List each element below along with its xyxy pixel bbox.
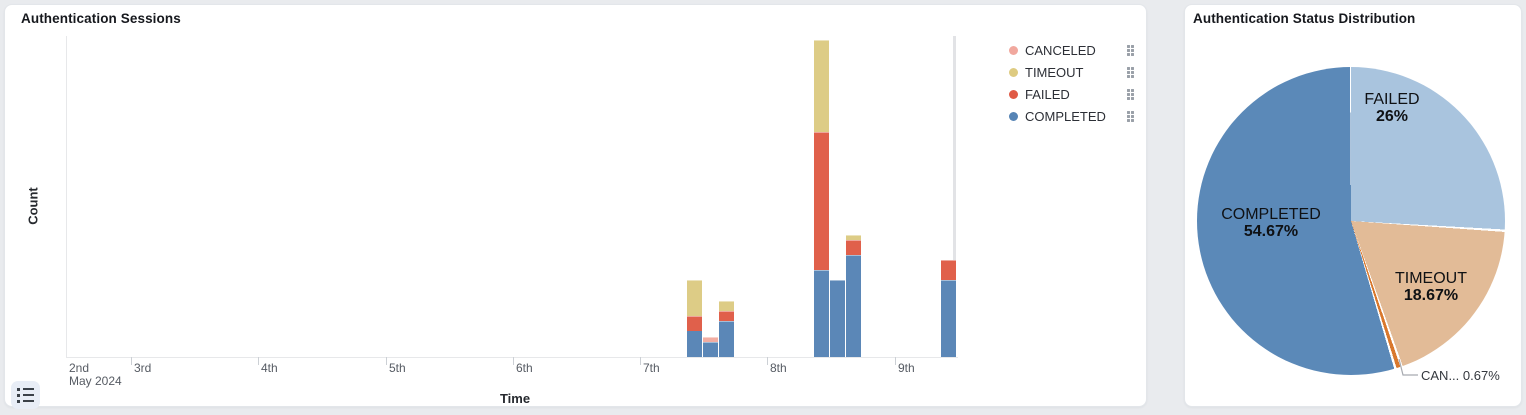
legend-dot-icon bbox=[1009, 89, 1018, 99]
chart-legend: CANCELED TIMEOUT FAILED COMPLETED bbox=[1009, 39, 1134, 127]
pie-label-timeout-name: TIMEOUT bbox=[1395, 270, 1467, 287]
list-icon bbox=[17, 387, 34, 403]
x-axis-tick-mark bbox=[640, 357, 641, 365]
distribution-card-title: Authentication Status Distribution bbox=[1193, 11, 1416, 26]
pie-label-failed-name: FAILED bbox=[1364, 91, 1420, 108]
x-axis-tick-mark bbox=[386, 357, 387, 365]
pie-label-completed: COMPLETED 54.67% bbox=[1211, 206, 1331, 240]
drag-handle-icon[interactable] bbox=[1127, 66, 1134, 78]
pie-label-failed-pct: 26% bbox=[1375, 108, 1409, 125]
legend-item-timeout[interactable]: TIMEOUT bbox=[1009, 61, 1134, 83]
x-axis-month-label: May 2024 bbox=[69, 374, 122, 388]
x-axis-tick-label: 2nd bbox=[69, 361, 90, 375]
x-axis-tick-label: 7th bbox=[643, 361, 660, 375]
bar-segment-completed[interactable] bbox=[687, 331, 702, 357]
y-axis-title: Count bbox=[25, 187, 41, 225]
bar-segment-failed[interactable] bbox=[941, 260, 956, 280]
legend-item-failed[interactable]: FAILED bbox=[1009, 83, 1134, 105]
legend-dot-icon bbox=[1009, 111, 1018, 121]
legend-item-label: TIMEOUT bbox=[1025, 64, 1084, 80]
pie-label-completed-pct: 54.67% bbox=[1243, 223, 1299, 240]
bar-segment-completed[interactable] bbox=[846, 255, 861, 357]
bar-segment-completed[interactable] bbox=[703, 342, 718, 357]
x-axis-tick-label: 9th bbox=[898, 361, 915, 375]
auth-status-distribution-card: Authentication Status Distribution FAILE… bbox=[1184, 4, 1522, 407]
bar-segment-canceled[interactable] bbox=[703, 337, 718, 342]
bar-segment-timeout[interactable] bbox=[687, 280, 702, 316]
bar-segment-completed[interactable] bbox=[941, 280, 956, 357]
legend-dot-icon bbox=[1009, 45, 1018, 55]
bar-segment-failed[interactable] bbox=[814, 132, 829, 270]
legend-item-completed[interactable]: COMPLETED bbox=[1009, 105, 1134, 127]
pie-label-canceled: CAN... 0.67% bbox=[1421, 368, 1500, 383]
x-axis-tick-mark bbox=[131, 357, 132, 365]
time-marker-line bbox=[953, 36, 956, 357]
x-axis-tick-label: 5th bbox=[389, 361, 406, 375]
x-axis-title: Time bbox=[499, 391, 531, 406]
x-axis-line bbox=[66, 357, 958, 358]
legend-item-label: FAILED bbox=[1025, 86, 1070, 102]
bar-segment-completed[interactable] bbox=[830, 280, 845, 357]
x-axis-tick-label: 8th bbox=[770, 361, 787, 375]
bar-segment-failed[interactable] bbox=[687, 316, 702, 331]
bar-segment-completed[interactable] bbox=[814, 270, 829, 357]
bar-segment-failed[interactable] bbox=[846, 240, 861, 255]
pie-label-completed-name: COMPLETED bbox=[1221, 206, 1321, 223]
pie-label-timeout: TIMEOUT 18.67% bbox=[1371, 270, 1491, 304]
drag-handle-icon[interactable] bbox=[1127, 110, 1134, 122]
list-view-button[interactable] bbox=[11, 381, 40, 409]
drag-handle-icon[interactable] bbox=[1127, 44, 1134, 56]
canceled-leader-line bbox=[1398, 358, 1418, 376]
bar-segment-completed[interactable] bbox=[719, 321, 734, 357]
legend-item-label: COMPLETED bbox=[1025, 108, 1106, 124]
status-pie-chart[interactable] bbox=[1197, 67, 1505, 375]
x-axis-tick-mark bbox=[258, 357, 259, 365]
x-axis-tick-label: 3rd bbox=[134, 361, 152, 375]
legend-item-canceled[interactable]: CANCELED bbox=[1009, 39, 1134, 61]
legend-item-label: CANCELED bbox=[1025, 42, 1096, 58]
x-axis-tick-mark bbox=[513, 357, 514, 365]
pie-label-failed: FAILED 26% bbox=[1332, 91, 1452, 125]
sessions-plot-area: 2nd May 2024 3rd 4th 5th 6th 7th 8th 9th bbox=[5, 5, 1146, 406]
auth-sessions-card: Authentication Sessions 2nd May 2024 3rd 4t… bbox=[4, 4, 1147, 409]
y-axis-line bbox=[66, 36, 67, 357]
bar-segment-timeout[interactable] bbox=[719, 301, 734, 311]
x-axis-tick-label: 6th bbox=[516, 361, 533, 375]
drag-handle-icon[interactable] bbox=[1127, 88, 1134, 100]
x-axis-tick-mark bbox=[895, 357, 896, 365]
pie-label-timeout-pct: 18.67% bbox=[1403, 287, 1459, 304]
bar-segment-timeout[interactable] bbox=[814, 40, 829, 132]
x-axis-tick-label: 4th bbox=[261, 361, 278, 375]
bar-segment-failed[interactable] bbox=[719, 311, 734, 321]
x-axis-tick-mark bbox=[767, 357, 768, 365]
bar-segment-timeout[interactable] bbox=[846, 235, 861, 240]
sessions-card-title: Authentication Sessions bbox=[21, 11, 181, 26]
legend-dot-icon bbox=[1009, 67, 1018, 77]
